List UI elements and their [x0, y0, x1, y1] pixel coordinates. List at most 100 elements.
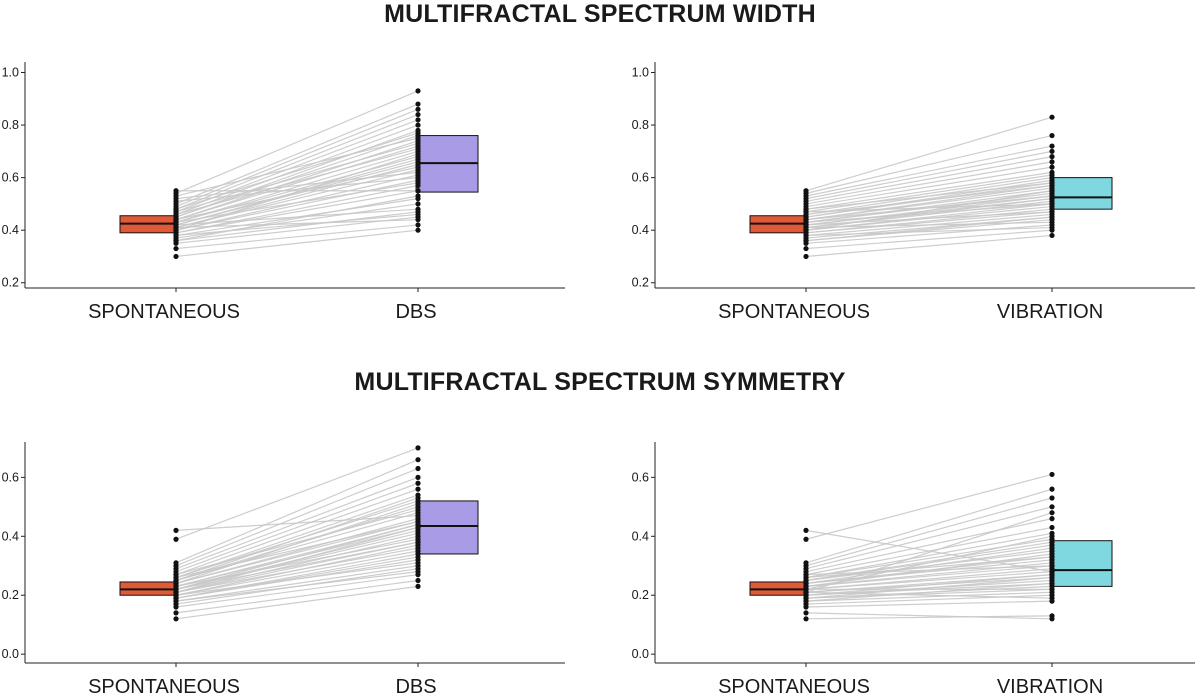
pair-line — [805, 532, 1053, 579]
data-point — [415, 211, 421, 218]
pair-line — [805, 203, 1053, 231]
data-point — [173, 245, 179, 252]
data-point — [415, 554, 421, 560]
data-point — [415, 545, 421, 551]
pair-line — [805, 497, 1053, 567]
data-point — [1049, 486, 1055, 492]
data-point — [803, 560, 809, 566]
data-point — [415, 583, 421, 589]
pair-line — [805, 190, 1053, 223]
data-point — [415, 513, 421, 519]
data-point — [803, 188, 809, 194]
data-point — [1049, 201, 1055, 207]
pair-line — [175, 211, 419, 242]
data-point — [173, 206, 179, 212]
data-point — [173, 574, 179, 581]
pair-line — [175, 509, 419, 576]
data-point — [803, 589, 809, 595]
data-point — [415, 507, 421, 513]
pair-line — [805, 229, 1053, 250]
pair-lines — [805, 473, 1053, 620]
data-point — [1049, 209, 1055, 215]
x-category-label: DBS — [395, 676, 436, 696]
pair-lines — [175, 447, 419, 620]
y-tick-label: 0.4 — [2, 223, 19, 237]
pair-line — [175, 184, 419, 234]
data-point — [1049, 580, 1055, 587]
data-point — [173, 560, 179, 566]
pair-line — [175, 113, 419, 210]
pair-line — [805, 145, 1053, 197]
x-category-label: SPONTANEOUS — [88, 301, 240, 323]
y-tick-label: 1.0 — [632, 66, 649, 80]
data-point — [415, 206, 421, 212]
data-point — [1049, 516, 1055, 522]
pair-line — [805, 612, 1053, 620]
data-point — [1049, 164, 1055, 170]
pair-line — [175, 585, 419, 620]
data-point — [415, 122, 421, 128]
pair-line — [805, 512, 1053, 593]
pair-line — [175, 142, 419, 213]
pair-line — [175, 148, 419, 215]
data-point — [803, 245, 809, 252]
points — [803, 114, 1055, 260]
pair-line — [175, 229, 419, 258]
pair-line — [175, 182, 419, 223]
data-point — [1049, 545, 1055, 551]
data-point — [415, 130, 421, 136]
pair-line — [805, 473, 1053, 540]
panel-symmetry-dbs: 0.0 0.2 0.4 0.6 SPONTANEOUS DBS — [2, 442, 565, 696]
data-point — [415, 117, 421, 123]
pair-line — [175, 103, 419, 205]
pair-line — [805, 216, 1053, 242]
pair-line — [805, 116, 1053, 192]
data-point — [415, 188, 421, 194]
pair-line — [175, 219, 419, 229]
data-point — [173, 188, 179, 194]
width-section-title: MULTIFRACTAL SPECTRUM WIDTH — [384, 0, 816, 28]
data-point — [415, 486, 421, 492]
x-category-label: DBS — [395, 301, 436, 323]
pair-line — [805, 166, 1053, 208]
pair-line — [175, 523, 419, 590]
pair-line — [805, 221, 1053, 229]
pair-line — [175, 579, 419, 614]
pair-line — [175, 224, 419, 250]
data-point — [803, 616, 809, 622]
data-point — [1049, 471, 1055, 478]
pair-line — [175, 129, 419, 218]
pair-line — [175, 518, 419, 585]
pair-line — [175, 467, 419, 567]
data-point — [803, 610, 809, 616]
pair-line — [805, 161, 1053, 205]
data-point — [173, 536, 179, 542]
data-point — [415, 480, 421, 486]
pair-line — [805, 226, 1053, 237]
pair-line — [805, 224, 1053, 244]
data-point — [1049, 504, 1055, 510]
pair-line — [175, 208, 419, 226]
pair-line — [805, 208, 1053, 234]
data-point — [1049, 148, 1055, 154]
pair-line — [805, 535, 1053, 590]
pair-line — [805, 600, 1053, 608]
data-point — [803, 595, 809, 601]
pair-line — [175, 171, 419, 200]
data-point — [1049, 586, 1055, 592]
y-tick-label: 0.6 — [2, 470, 19, 484]
y-tick-label: 0.6 — [632, 171, 649, 185]
data-point — [415, 180, 421, 186]
data-point — [415, 140, 421, 147]
pair-line — [805, 203, 1053, 223]
y-tick-label: 0.4 — [632, 223, 649, 237]
y-tick-label: 0.2 — [632, 588, 649, 602]
pair-line — [805, 190, 1053, 231]
data-point — [803, 536, 809, 542]
pair-line — [175, 550, 419, 596]
pair-line — [175, 145, 419, 221]
pair-line — [175, 556, 419, 599]
data-point — [1049, 180, 1055, 186]
pair-line — [175, 90, 419, 194]
data-point — [1049, 224, 1055, 231]
